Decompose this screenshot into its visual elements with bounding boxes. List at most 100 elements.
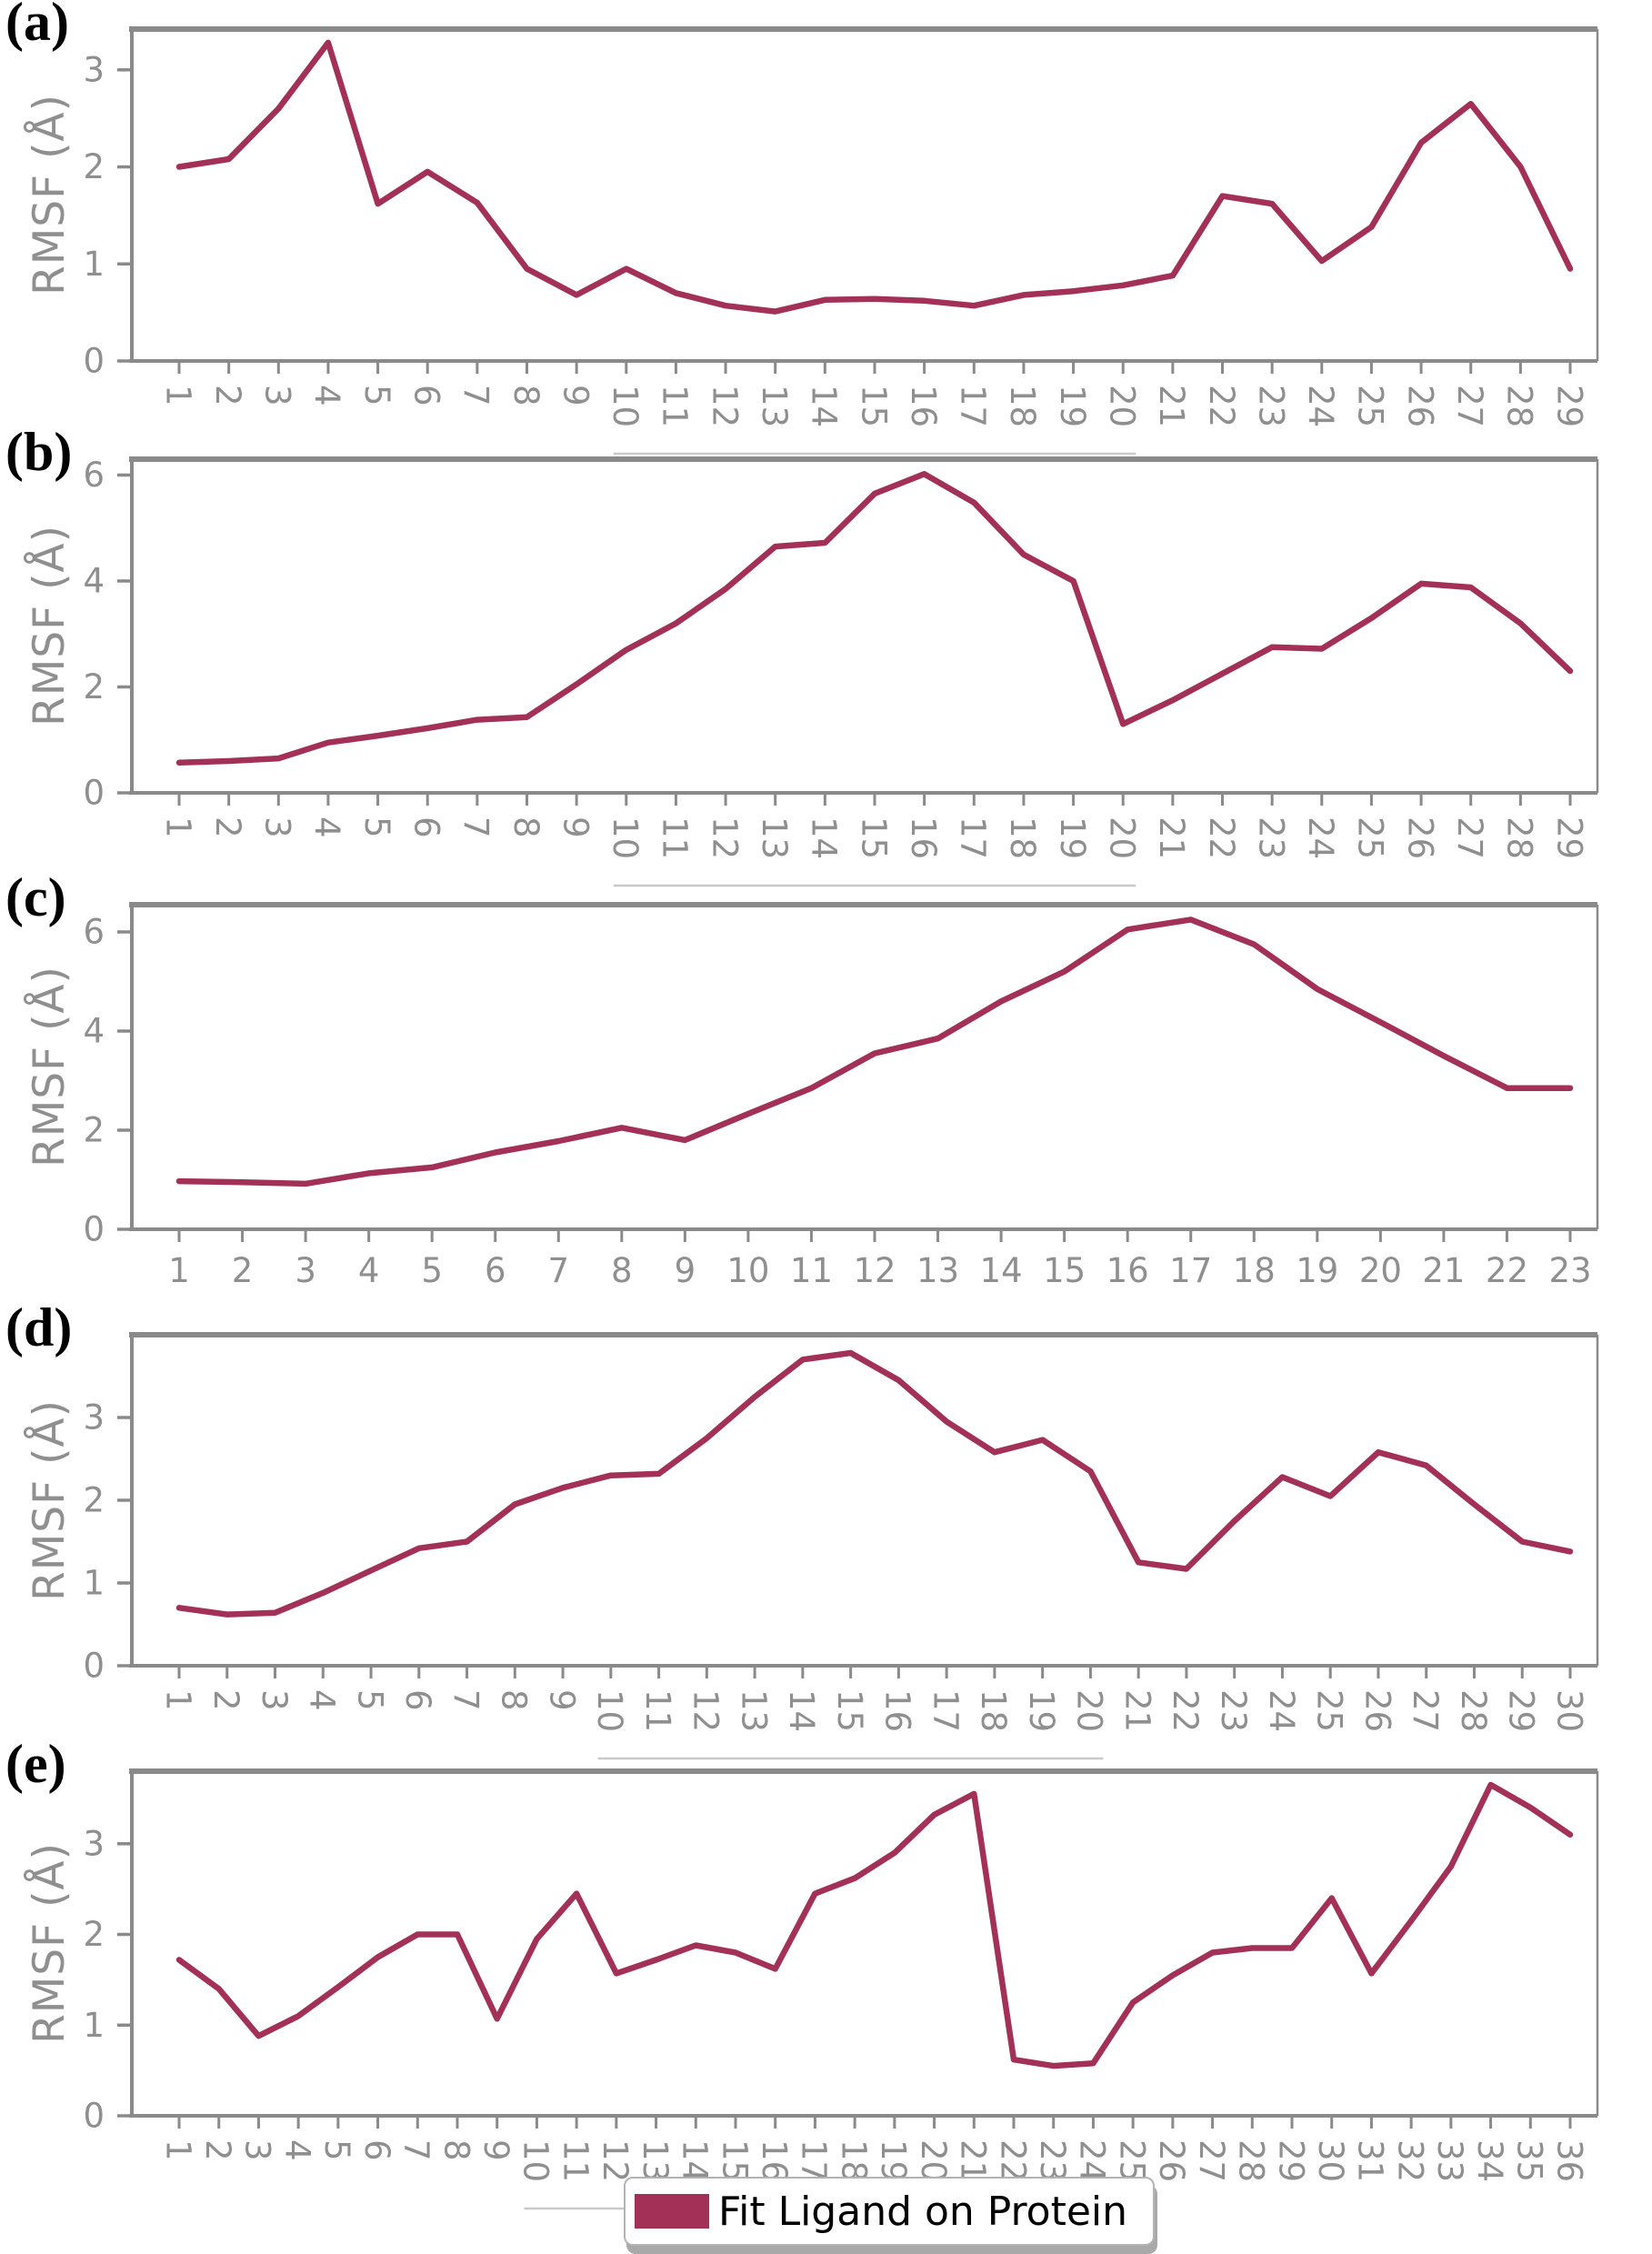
svg-text:9: 9 (542, 1689, 581, 1711)
svg-text:2: 2 (208, 816, 247, 838)
svg-text:1: 1 (158, 816, 197, 838)
svg-text:25: 25 (1310, 1689, 1349, 1732)
svg-text:3: 3 (238, 2139, 277, 2161)
svg-text:22: 22 (993, 2139, 1032, 2182)
svg-text:32: 32 (1390, 2139, 1429, 2182)
svg-text:14: 14 (782, 1689, 821, 1732)
svg-text:26: 26 (1357, 1689, 1397, 1732)
svg-text:16: 16 (755, 2139, 794, 2182)
svg-text:28: 28 (1232, 2139, 1271, 2182)
svg-text:20: 20 (1359, 1251, 1402, 1290)
svg-text:26: 26 (1400, 385, 1439, 427)
svg-text:13: 13 (755, 816, 794, 859)
svg-text:0: 0 (83, 774, 105, 813)
svg-text:2: 2 (83, 667, 105, 706)
svg-text:20: 20 (1103, 816, 1142, 859)
svg-text:7: 7 (456, 385, 496, 406)
svg-text:12: 12 (705, 385, 744, 427)
svg-text:27: 27 (1406, 1689, 1445, 1732)
svg-text:2: 2 (83, 1111, 105, 1150)
svg-text:13: 13 (636, 2139, 675, 2182)
svg-text:27: 27 (1450, 816, 1489, 859)
y-axis-label-d: RMSF (Å) (25, 1399, 75, 1601)
svg-text:17: 17 (954, 385, 993, 427)
svg-text:12: 12 (853, 1251, 896, 1290)
svg-text:12: 12 (686, 1689, 726, 1732)
svg-text:17: 17 (926, 1689, 965, 1732)
rmsf-line-d (175, 1349, 1574, 1618)
svg-text:22: 22 (1202, 385, 1241, 427)
svg-text:20: 20 (914, 2139, 953, 2182)
svg-text:15: 15 (830, 1689, 869, 1732)
svg-text:17: 17 (954, 816, 993, 859)
svg-text:2: 2 (232, 1251, 254, 1290)
svg-text:6: 6 (357, 2139, 396, 2161)
svg-text:10: 10 (726, 1251, 769, 1290)
svg-text:10: 10 (606, 816, 645, 859)
y-axis-label-c: RMSF (Å) (25, 966, 75, 1167)
svg-text:21: 21 (1422, 1251, 1465, 1290)
panel-label-b: (b) (5, 422, 73, 482)
svg-text:18: 18 (1003, 816, 1042, 859)
svg-text:4: 4 (303, 1689, 342, 1711)
svg-text:1: 1 (168, 1251, 190, 1290)
svg-text:23: 23 (1548, 1251, 1591, 1290)
svg-text:18: 18 (834, 2139, 873, 2182)
svg-text:24: 24 (1073, 2139, 1112, 2182)
svg-text:30: 30 (1311, 2139, 1350, 2182)
svg-text:7: 7 (456, 816, 496, 838)
svg-text:21: 21 (954, 2139, 993, 2182)
panel-label-c: (c) (5, 867, 66, 927)
svg-text:4: 4 (307, 816, 346, 838)
svg-text:9: 9 (556, 385, 595, 406)
svg-text:25: 25 (1112, 2139, 1151, 2182)
svg-text:21: 21 (1152, 816, 1191, 859)
svg-text:10: 10 (516, 2139, 556, 2182)
rmsf-line-e (175, 1781, 1574, 2069)
svg-text:3: 3 (258, 816, 297, 838)
panel-label-a: (a) (5, 0, 69, 52)
svg-text:2: 2 (83, 1481, 105, 1520)
svg-text:19: 19 (1022, 1689, 1061, 1732)
svg-text:11: 11 (656, 385, 695, 427)
svg-text:1: 1 (83, 1564, 105, 1603)
svg-text:5: 5 (357, 816, 396, 838)
legend: Fit Ligand on Protein (624, 2177, 1155, 2246)
svg-text:3: 3 (83, 50, 105, 89)
svg-text:6: 6 (398, 1689, 437, 1711)
y-axis-label-a: RMSF (Å) (25, 94, 75, 296)
svg-text:8: 8 (436, 2139, 476, 2161)
svg-text:18: 18 (1003, 385, 1042, 427)
svg-text:7: 7 (446, 1689, 486, 1711)
svg-text:2: 2 (208, 385, 247, 406)
svg-text:6: 6 (83, 913, 105, 952)
svg-text:5: 5 (421, 1251, 443, 1290)
y-axis-label-e: RMSF (Å) (25, 1842, 75, 2044)
svg-text:14: 14 (980, 1251, 1023, 1290)
svg-text:9: 9 (476, 2139, 516, 2161)
y-axis-label-b: RMSF (Å) (25, 525, 75, 726)
svg-text:11: 11 (556, 2139, 595, 2182)
svg-text:3: 3 (83, 1824, 105, 1863)
svg-text:2: 2 (83, 1915, 105, 1954)
svg-text:27: 27 (1450, 385, 1489, 427)
svg-text:27: 27 (1192, 2139, 1231, 2182)
svg-text:13: 13 (755, 385, 794, 427)
svg-text:34: 34 (1470, 2139, 1509, 2182)
svg-text:21: 21 (1152, 385, 1191, 427)
legend-line-swatch (635, 2194, 709, 2229)
svg-text:24: 24 (1301, 816, 1340, 859)
panel-label-e: (e) (5, 1734, 66, 1794)
svg-text:36: 36 (1549, 2139, 1588, 2182)
svg-text:19: 19 (1053, 385, 1092, 427)
svg-text:30: 30 (1549, 1689, 1588, 1732)
svg-text:12: 12 (596, 2139, 635, 2182)
svg-text:10: 10 (606, 385, 645, 427)
svg-text:10: 10 (590, 1689, 629, 1732)
svg-text:6: 6 (407, 816, 446, 838)
svg-text:5: 5 (350, 1689, 389, 1711)
svg-text:23: 23 (1033, 2139, 1072, 2182)
